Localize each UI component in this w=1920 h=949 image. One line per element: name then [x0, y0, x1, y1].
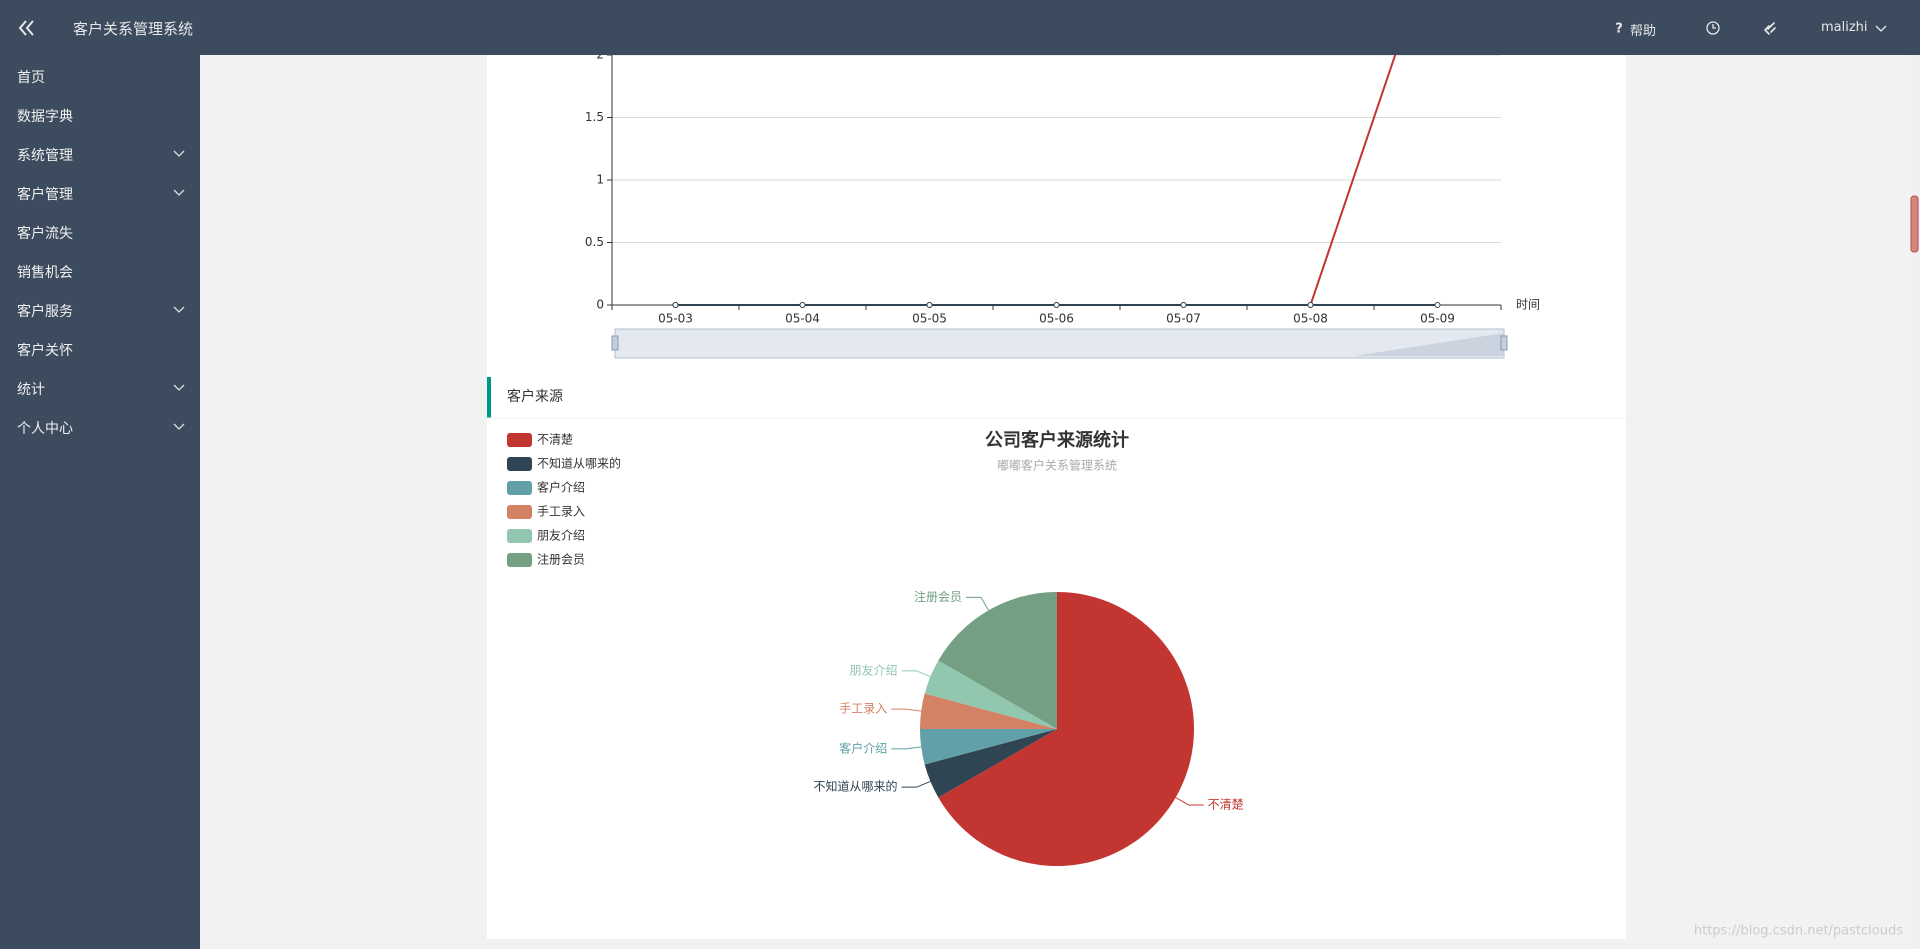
legend-swatch	[507, 505, 532, 519]
section-title: 客户来源	[507, 388, 563, 405]
pie-slice	[924, 729, 1057, 798]
legend-label: 朋友介绍	[537, 529, 585, 543]
point	[1434, 302, 1441, 308]
link-icon[interactable]	[1761, 0, 1779, 55]
menu-item[interactable]: 客户服务	[17, 304, 73, 320]
legend-swatch	[507, 529, 532, 543]
point	[799, 302, 806, 308]
point	[1180, 302, 1187, 308]
label-line	[891, 708, 922, 712]
menu-chevron[interactable]	[172, 147, 186, 161]
legend-swatch	[507, 553, 532, 567]
point	[926, 302, 933, 308]
slice-label: 注册会员	[914, 589, 962, 604]
x-tick-label: 05-05	[912, 312, 947, 326]
label-line	[901, 670, 931, 678]
collapse-icon[interactable]	[12, 0, 42, 55]
section-accent	[487, 377, 491, 418]
history-icon[interactable]	[1704, 0, 1722, 55]
label-line	[1175, 797, 1204, 806]
sidebar: 首页数据字典系统管理客户管理客户流失销售机会客户服务客户关怀统计个人中心	[0, 55, 200, 949]
help-icon: ?	[1615, 22, 1623, 37]
slice-label: 客户介绍	[839, 740, 887, 755]
legend-swatch	[507, 457, 532, 471]
x-tick-label: 05-08	[1293, 312, 1328, 326]
y-tick-label: 0	[596, 298, 604, 312]
header: 客户关系管理系统 ? 帮助 malizhi	[0, 0, 1920, 55]
x-tick-label: 05-06	[1039, 312, 1074, 326]
legend-swatch	[507, 433, 532, 447]
x-tick-label: 05-03	[658, 312, 693, 326]
legend-label: 注册会员	[537, 552, 585, 567]
menu-item[interactable]: 客户流失	[17, 226, 73, 242]
menu-item[interactable]: 系统管理	[17, 148, 73, 164]
menu-item[interactable]: 客户管理	[17, 187, 73, 203]
legend-label: 手工录入	[537, 505, 585, 519]
scrollbar-thumb[interactable]	[1910, 195, 1919, 253]
menu-item[interactable]: 个人中心	[17, 421, 73, 437]
y-tick-label: 1.5	[585, 110, 604, 124]
x-tick-label: 05-09	[1420, 312, 1455, 326]
y-tick-label: 1	[596, 173, 604, 187]
menu-chevron[interactable]	[172, 381, 186, 395]
watermark: https://blog.csdn.net/pastclouds	[1694, 924, 1903, 939]
user-chevron[interactable]	[1874, 0, 1888, 55]
label-line	[966, 596, 989, 611]
line-chart: 0 0.5 1 1.5 2 05-03 05-04 05-05 05-06 05-07 05-08 0…	[585, 48, 1540, 326]
pie-slice	[920, 729, 1057, 765]
app-title: 客户关系管理系统	[73, 20, 194, 38]
chart-subtitle: 嘟嘟客户关系管理系统	[997, 458, 1117, 473]
slice-label: 朋友介绍	[850, 663, 898, 677]
legend-label: 不清楚	[537, 433, 573, 447]
label-line	[891, 746, 922, 750]
point	[1053, 302, 1060, 308]
menu-item[interactable]: 数据字典	[17, 109, 73, 125]
label-line	[901, 780, 931, 788]
menu-chevron[interactable]	[172, 186, 186, 200]
legend-swatch	[507, 481, 532, 495]
user-menu[interactable]: malizhi	[1821, 20, 1868, 35]
y-tick-label: 2	[596, 48, 604, 62]
pie-chart: 公司客户来源统计嘟嘟客户关系管理系统不清楚不知道从哪来的客户介绍手工录入朋友介绍…	[507, 429, 1244, 866]
slice-label: 手工录入	[839, 702, 887, 716]
legend-label: 客户介绍	[537, 480, 585, 495]
scrollbar-track	[1910, 55, 1920, 949]
point	[1307, 302, 1314, 308]
help-link[interactable]: 帮助	[1630, 24, 1657, 39]
legend-label: 不知道从哪来的	[537, 456, 621, 471]
x-tick-label: 05-07	[1166, 312, 1201, 326]
menu-item[interactable]: 销售机会	[17, 265, 73, 281]
x-tick-label: 05-04	[785, 312, 820, 326]
zoom-slider[interactable]	[611, 328, 1508, 359]
x-axis-label: 时间	[1516, 298, 1540, 312]
menu-item[interactable]: 统计	[17, 382, 45, 398]
menu-chevron[interactable]	[172, 303, 186, 317]
svg-text:?: ?	[1615, 22, 1623, 37]
pie-slice	[924, 660, 1057, 729]
menu-chevron[interactable]	[172, 420, 186, 434]
menu-item[interactable]: 客户关怀	[17, 343, 73, 359]
y-tick-label: 0.5	[585, 235, 604, 249]
point	[672, 302, 679, 308]
chart-title: 公司客户来源统计	[985, 429, 1129, 451]
pie-slice	[938, 592, 1057, 729]
slice-label: 不清楚	[1208, 798, 1244, 812]
pie-slice	[920, 693, 1057, 729]
menu-item[interactable]: 首页	[17, 70, 45, 86]
pie-slice	[938, 592, 1194, 866]
slice-label: 不知道从哪来的	[814, 779, 898, 794]
